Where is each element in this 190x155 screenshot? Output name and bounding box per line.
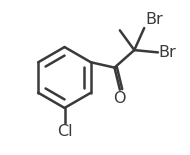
- Text: O: O: [114, 91, 126, 106]
- Text: Br: Br: [159, 45, 176, 60]
- Text: Br: Br: [145, 12, 163, 27]
- Text: Cl: Cl: [57, 124, 72, 139]
